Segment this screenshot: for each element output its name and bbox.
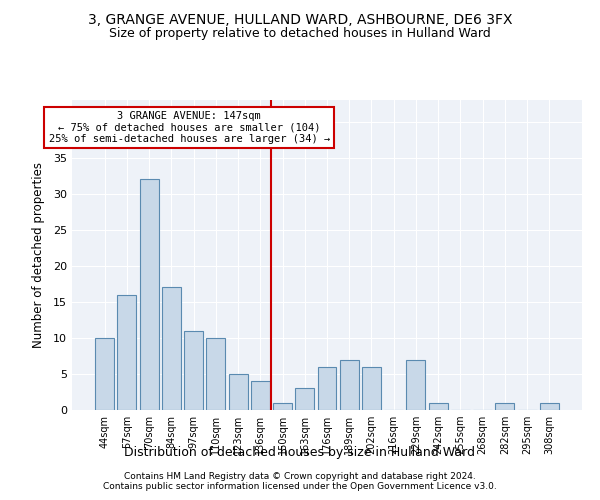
Bar (362, 366, 381, 410)
Bar (229, 374, 248, 410)
Bar (429, 403, 448, 410)
Bar (95, 338, 114, 410)
Y-axis label: Number of detached properties: Number of detached properties (32, 162, 44, 348)
Bar (496, 403, 514, 410)
Text: Contains HM Land Registry data © Crown copyright and database right 2024.: Contains HM Land Registry data © Crown c… (124, 472, 476, 481)
Bar (140, 180, 158, 410)
Bar (317, 366, 337, 410)
Bar (251, 381, 270, 410)
Bar (273, 403, 292, 410)
Bar (406, 360, 425, 410)
Text: Contains public sector information licensed under the Open Government Licence v3: Contains public sector information licen… (103, 482, 497, 491)
Bar (184, 330, 203, 410)
Bar (340, 360, 359, 410)
Text: Distribution of detached houses by size in Hulland Ward: Distribution of detached houses by size … (125, 446, 476, 459)
Text: 3, GRANGE AVENUE, HULLAND WARD, ASHBOURNE, DE6 3FX: 3, GRANGE AVENUE, HULLAND WARD, ASHBOURN… (88, 12, 512, 26)
Bar (118, 294, 136, 410)
Bar (540, 403, 559, 410)
Text: Size of property relative to detached houses in Hulland Ward: Size of property relative to detached ho… (109, 28, 491, 40)
Text: 3 GRANGE AVENUE: 147sqm
← 75% of detached houses are smaller (104)
25% of semi-d: 3 GRANGE AVENUE: 147sqm ← 75% of detache… (49, 111, 330, 144)
Bar (206, 338, 225, 410)
Bar (162, 288, 181, 410)
Bar (295, 388, 314, 410)
